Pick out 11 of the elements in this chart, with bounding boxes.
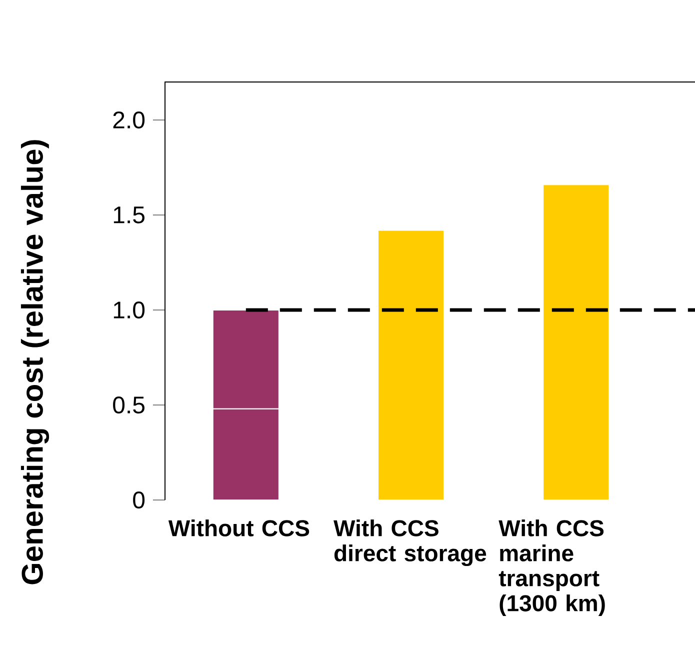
x-tick-label: With CCS direct storage — [334, 520, 486, 566]
y-tick-label: 1.0 — [114, 301, 145, 318]
y-tick-label: 2.0 — [113, 111, 145, 128]
y-tick-label: 0.5 — [113, 396, 144, 414]
y-axis-title: Generating cost (relative value) — [20, 140, 50, 584]
y-tick-label: 0 — [133, 491, 145, 508]
x-tick-label: Without CCS — [168, 520, 310, 536]
bar — [377, 230, 445, 500]
x-tick-label: With CCS marine transport (1300 km) — [498, 520, 605, 616]
y-tick-label: 1.5 — [114, 206, 144, 224]
bar — [542, 184, 610, 500]
